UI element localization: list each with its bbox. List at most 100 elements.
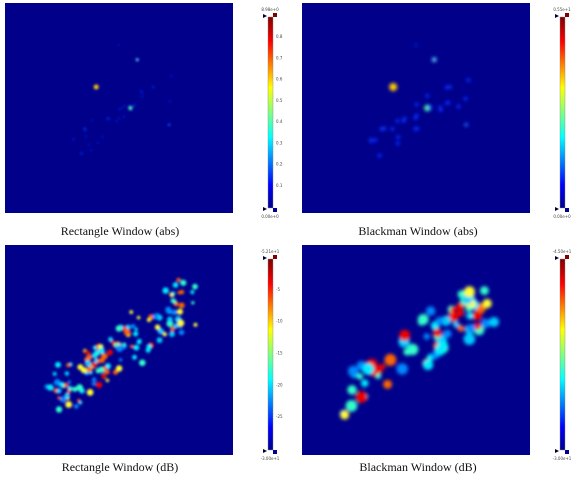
colorbar-cap xyxy=(273,208,277,212)
image xyxy=(5,3,233,213)
spot xyxy=(137,339,142,344)
spot xyxy=(445,101,449,105)
spot xyxy=(92,377,97,382)
colorbar-tick-label: 0.2 xyxy=(276,162,283,167)
colorbar-arrow xyxy=(263,256,267,453)
colorbar-tick-label: 0.4 xyxy=(276,119,283,124)
spot xyxy=(123,343,127,347)
spot xyxy=(116,325,122,331)
spot xyxy=(152,314,158,320)
spot xyxy=(418,318,425,325)
spot xyxy=(116,345,123,352)
spot xyxy=(135,328,138,331)
spot xyxy=(124,105,126,107)
colorbar-cap xyxy=(565,13,569,17)
colorbar-cap xyxy=(273,450,277,454)
caption: Blackman Window (abs) xyxy=(358,224,477,238)
spot xyxy=(466,306,472,312)
spot xyxy=(489,317,499,327)
spot xyxy=(81,367,87,373)
spot xyxy=(433,329,442,338)
spot xyxy=(106,379,109,382)
spot xyxy=(473,311,482,320)
spot xyxy=(130,345,133,348)
spot xyxy=(178,291,182,295)
spot xyxy=(435,317,443,325)
spot xyxy=(423,360,433,370)
spot xyxy=(171,309,177,315)
spot xyxy=(357,373,363,379)
spot xyxy=(177,309,183,315)
spot xyxy=(97,142,99,144)
spot xyxy=(445,85,449,89)
spot xyxy=(396,363,407,374)
colorbar-tick-label: -25 xyxy=(276,414,283,419)
colorbar-max-label: 8.98e+0 xyxy=(261,7,279,12)
colorbar-min-label: 0.00e+0 xyxy=(261,214,279,219)
spot xyxy=(56,388,61,393)
colorbar xyxy=(560,17,565,208)
spot xyxy=(378,154,382,158)
spot xyxy=(395,119,399,123)
spot xyxy=(192,284,198,290)
colorbar-tick-label: -10 xyxy=(276,319,283,324)
colorbar-tick-label: 0.1 xyxy=(276,183,283,188)
spot xyxy=(92,353,97,358)
spot xyxy=(369,139,373,143)
spot xyxy=(348,366,359,377)
colorbar-tick-label: -5 xyxy=(276,287,280,292)
spot xyxy=(57,396,60,399)
spot xyxy=(133,345,139,351)
spot xyxy=(84,130,86,132)
spot xyxy=(464,123,468,127)
spot xyxy=(426,306,435,315)
spot xyxy=(126,325,131,330)
spot xyxy=(340,410,349,419)
spot xyxy=(102,136,104,138)
spot xyxy=(432,57,437,62)
spot xyxy=(396,135,400,139)
spot xyxy=(177,278,181,282)
spot xyxy=(47,384,53,390)
colorbar xyxy=(268,17,273,208)
spot xyxy=(64,383,68,387)
spot xyxy=(390,127,394,131)
spot xyxy=(64,393,70,399)
spot xyxy=(136,58,139,61)
spot xyxy=(157,337,163,343)
spot xyxy=(480,286,489,295)
spot xyxy=(190,290,194,294)
spot xyxy=(449,85,452,88)
spot xyxy=(96,382,102,388)
spot xyxy=(104,369,109,374)
spot xyxy=(458,325,465,332)
spot xyxy=(59,382,65,388)
spot xyxy=(415,103,419,107)
spot xyxy=(141,96,143,98)
spot xyxy=(67,390,71,394)
spot xyxy=(443,330,451,338)
spot xyxy=(191,301,194,304)
spot xyxy=(141,92,143,94)
spot xyxy=(116,120,118,122)
spot xyxy=(456,303,464,311)
spot xyxy=(88,144,90,146)
spot xyxy=(129,105,131,107)
spot xyxy=(346,400,358,412)
spot xyxy=(53,372,57,376)
spot xyxy=(158,328,164,334)
colorbar-arrow xyxy=(555,256,559,453)
image xyxy=(302,3,530,213)
spot xyxy=(130,109,132,111)
spot xyxy=(92,382,96,386)
spot xyxy=(72,387,77,392)
colorbar-max-label: -4.50e+1 xyxy=(553,249,572,254)
caption: Rectangle Window (dB) xyxy=(62,460,179,474)
spot xyxy=(124,329,131,336)
spot xyxy=(147,318,151,322)
spot xyxy=(167,317,173,323)
spot xyxy=(132,355,137,360)
spot xyxy=(84,350,88,354)
spot xyxy=(131,324,136,329)
